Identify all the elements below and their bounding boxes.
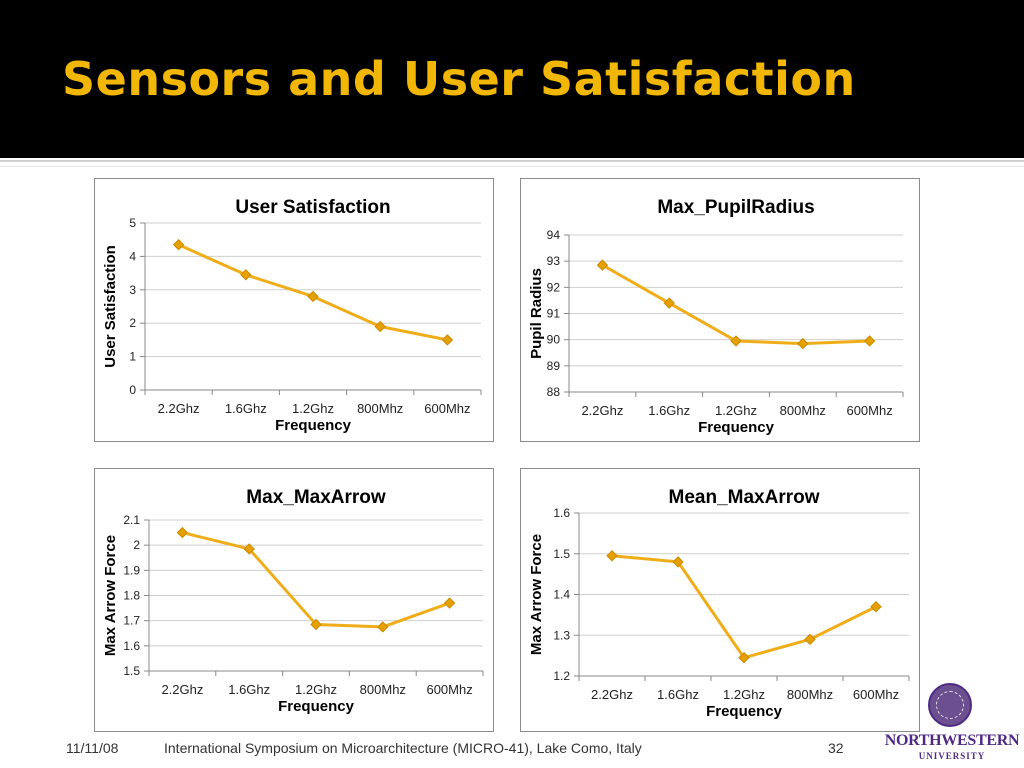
data-point xyxy=(176,526,189,539)
data-point xyxy=(804,633,816,646)
y-tick-label: 1.6 xyxy=(123,639,140,653)
data-point xyxy=(797,337,809,350)
data-point xyxy=(870,601,882,613)
divider-line xyxy=(0,166,1024,167)
x-tick-label: 600Mhz xyxy=(853,687,899,702)
divider-line xyxy=(0,160,1024,162)
footer-date: 11/11/08 xyxy=(66,740,119,756)
x-axis-title: Frequency xyxy=(275,417,352,434)
y-tick-label: 3 xyxy=(129,283,136,297)
x-tick-label: 1.6Ghz xyxy=(228,682,270,697)
series-line xyxy=(601,263,870,346)
y-tick-label: 0 xyxy=(129,383,136,397)
x-tick-label: 1.2Ghz xyxy=(715,403,757,418)
y-tick-label: 1.9 xyxy=(123,563,140,577)
x-tick-label: 2.2Ghz xyxy=(581,403,623,418)
x-tick-label: 1.6Ghz xyxy=(657,687,699,702)
y-tick-label: 1.5 xyxy=(553,547,570,561)
x-tick-label: 1.2Ghz xyxy=(723,687,765,702)
x-tick-label: 1.2Ghz xyxy=(295,682,337,697)
x-tick-label: 800Mhz xyxy=(357,401,403,416)
y-axis-title: Max Arrow Force xyxy=(528,534,545,655)
chart-title: Max_PupilRadius xyxy=(657,197,814,218)
x-axis-title: Frequency xyxy=(706,703,783,720)
y-axis-title: Pupil Radius xyxy=(528,268,545,359)
chart-title: Max_MaxArrow xyxy=(246,487,386,508)
y-tick-label: 89 xyxy=(547,359,561,373)
y-tick-label: 2.1 xyxy=(123,513,140,527)
y-tick-label: 94 xyxy=(547,228,561,242)
x-tick-label: 2.2Ghz xyxy=(591,687,633,702)
data-point xyxy=(441,334,454,346)
footer-page-number: 32 xyxy=(828,740,844,756)
data-point xyxy=(606,550,618,562)
logo-name: NORTHWESTERN xyxy=(884,732,1020,749)
chart-user-satisfaction: User Satisfaction 0 1 2 3 4 5 2.2Ghz 1.6Ghz 1.2Gh… xyxy=(94,178,494,442)
chart-mean-max-arrow-svg: Mean_MaxArrow 1.2 1.3 1.4 1.5 1.6 2.2Ghz 1.6Ghz… xyxy=(528,487,910,720)
x-axis-title: Frequency xyxy=(278,698,355,715)
chart-title: Mean_MaxArrow xyxy=(669,487,820,508)
data-point xyxy=(738,651,750,664)
data-point xyxy=(730,335,742,347)
chart-max-pupil-radius: Max_PupilRadius 88 89 90 91 92 93 94 2.2Ghz 1.6Gh… xyxy=(520,178,920,442)
y-tick-label: 2 xyxy=(129,316,136,330)
data-point xyxy=(863,335,876,347)
x-tick-label: 600Mhz xyxy=(424,401,470,416)
y-tick-label: 93 xyxy=(547,254,561,268)
x-tick-label: 1.6Ghz xyxy=(648,403,690,418)
title-bar: Sensors and User Satisfaction xyxy=(0,0,1024,158)
data-point xyxy=(310,618,322,631)
chart-mean-max-arrow: Mean_MaxArrow 1.2 1.3 1.4 1.5 1.6 2.2Ghz 1.6Ghz… xyxy=(520,468,920,732)
chart-max-max-arrow: Max_MaxArrow 1.5 1.6 1.7 1.8 1.9 2 2.1 2.2Ghz 1.6… xyxy=(94,468,494,732)
data-point xyxy=(240,269,252,281)
x-tick-label: 2.2Ghz xyxy=(161,682,203,697)
y-tick-label: 1.6 xyxy=(553,506,570,520)
y-tick-label: 1.3 xyxy=(553,628,570,642)
logo-subtitle: UNIVERSITY xyxy=(918,751,986,761)
y-tick-label: 1.2 xyxy=(553,669,570,683)
y-tick-label: 1 xyxy=(129,350,136,364)
x-tick-label: 2.2Ghz xyxy=(158,401,200,416)
x-tick-label: 800Mhz xyxy=(780,403,826,418)
x-tick-label: 800Mhz xyxy=(360,682,406,697)
series-line xyxy=(182,531,451,629)
data-point xyxy=(663,297,675,309)
y-tick-label: 1.4 xyxy=(553,588,570,602)
x-tick-label: 1.6Ghz xyxy=(225,401,267,416)
x-tick-label: 600Mhz xyxy=(426,682,472,697)
series-line xyxy=(611,554,877,660)
x-axis-title: Frequency xyxy=(698,419,775,436)
y-tick-label: 2 xyxy=(133,538,140,552)
y-tick-label: 92 xyxy=(547,280,561,294)
data-point xyxy=(172,239,185,251)
university-seal-icon xyxy=(928,683,972,727)
y-tick-label: 5 xyxy=(129,216,136,230)
data-point xyxy=(307,290,319,303)
y-tick-label: 1.5 xyxy=(123,664,140,678)
y-tick-label: 88 xyxy=(547,385,561,399)
y-axis-title: Max Arrow Force xyxy=(102,535,119,656)
chart-max-pupil-radius-svg: Max_PupilRadius 88 89 90 91 92 93 94 2.2Ghz 1.6Gh… xyxy=(528,197,904,436)
data-point xyxy=(374,320,386,333)
slide-title: Sensors and User Satisfaction xyxy=(62,52,856,106)
chart-user-satisfaction-svg: User Satisfaction 0 1 2 3 4 5 2.2Ghz 1.6Ghz 1.2Gh… xyxy=(102,197,482,434)
x-tick-label: 800Mhz xyxy=(787,687,833,702)
chart-title: User Satisfaction xyxy=(235,197,390,218)
y-axis-title: User Satisfaction xyxy=(102,245,119,368)
data-point xyxy=(672,556,684,568)
x-tick-label: 1.2Ghz xyxy=(292,401,334,416)
footer-conference: International Symposium on Microarchitec… xyxy=(164,740,642,756)
y-tick-label: 1.8 xyxy=(123,589,140,603)
x-tick-label: 600Mhz xyxy=(846,403,892,418)
y-tick-label: 1.7 xyxy=(123,614,140,628)
data-point xyxy=(243,543,255,555)
chart-max-max-arrow-svg: Max_MaxArrow 1.5 1.6 1.7 1.8 1.9 2 2.1 2.2Ghz 1.6… xyxy=(102,487,484,715)
data-point xyxy=(443,597,456,609)
y-tick-label: 91 xyxy=(547,307,561,321)
y-tick-label: 90 xyxy=(547,333,561,347)
y-tick-label: 4 xyxy=(129,249,136,263)
data-point xyxy=(596,259,609,271)
data-point xyxy=(377,621,389,633)
